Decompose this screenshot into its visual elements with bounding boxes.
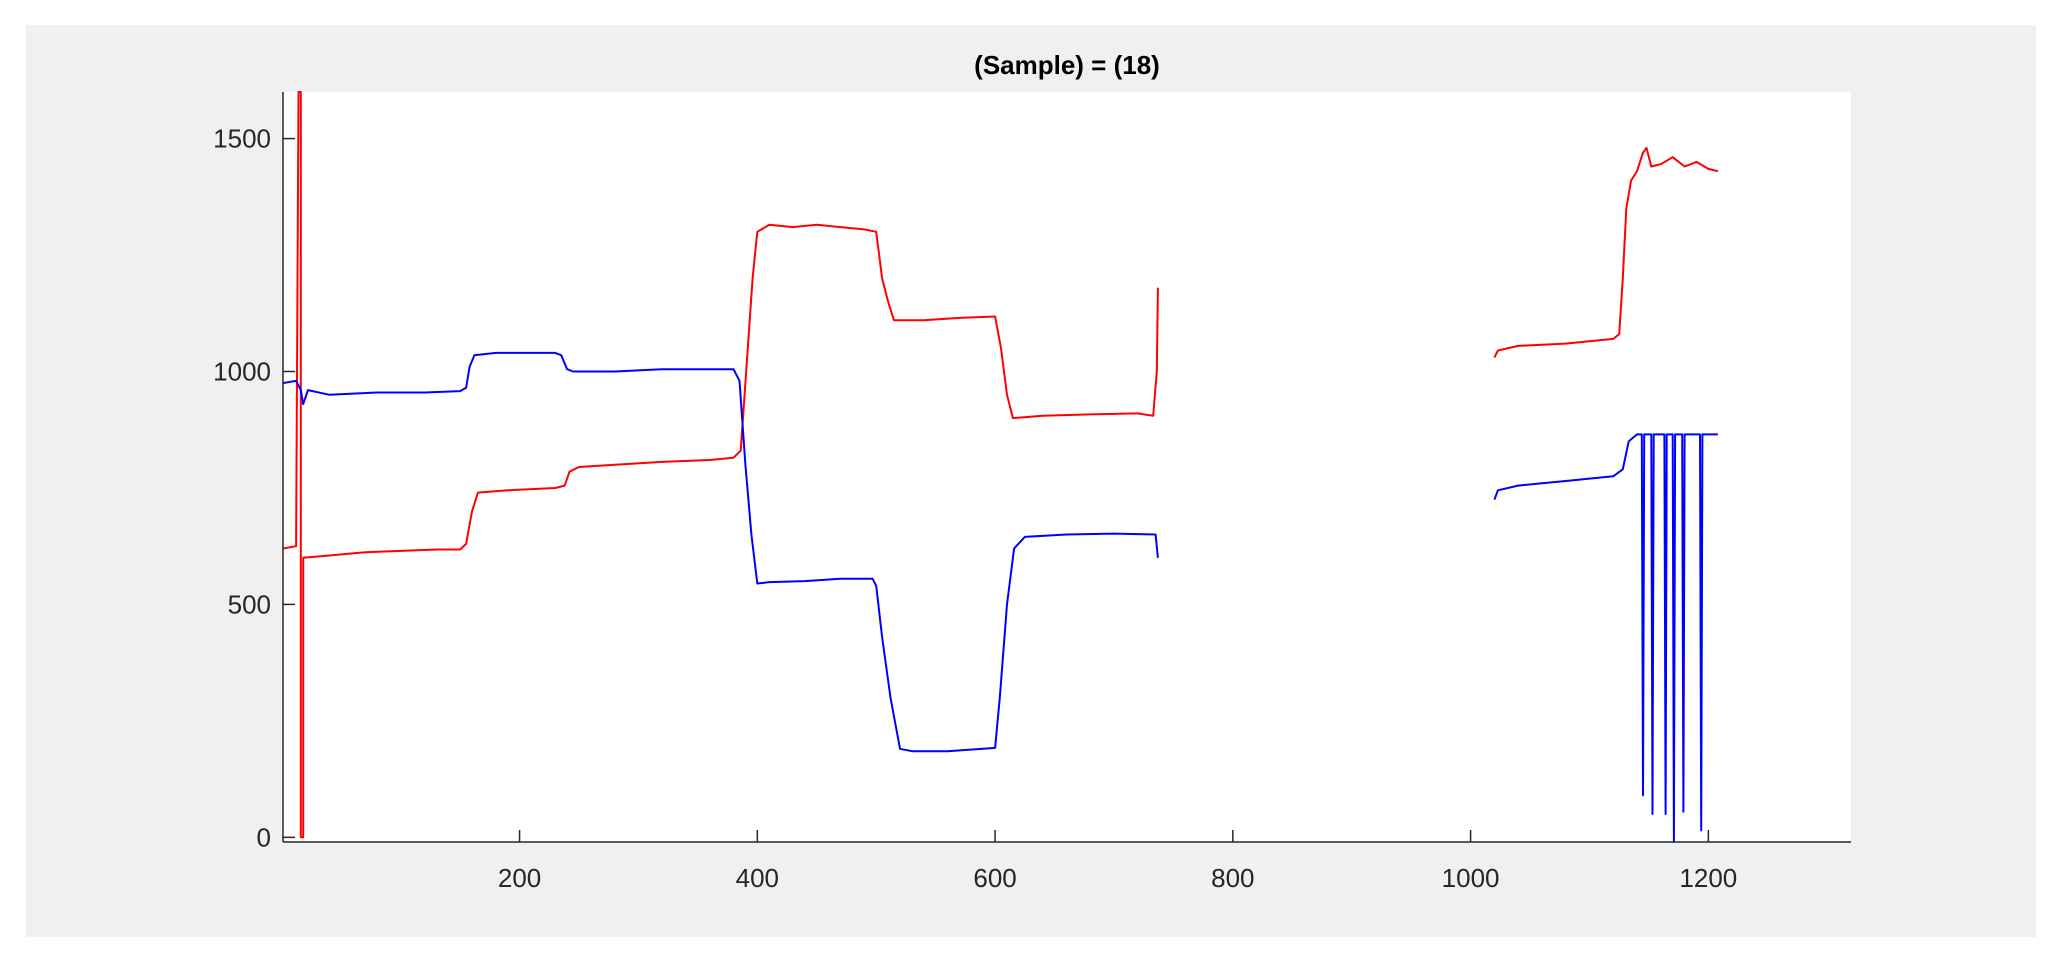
series-2-line-segment-2 <box>1493 433 1718 843</box>
y-tick-label-1000: 1000 <box>213 357 271 387</box>
series-2-line-segment-1 <box>282 351 1159 753</box>
x-tick-label-600: 600 <box>973 863 1016 893</box>
y-tick-label-500: 500 <box>228 589 271 619</box>
x-tick-label-800: 800 <box>1211 863 1254 893</box>
x-tick-label-1000: 1000 <box>1442 863 1500 893</box>
x-tick-label-400: 400 <box>736 863 779 893</box>
y-tick-label-0: 0 <box>257 822 271 852</box>
chart-title: (Sample) = (18) <box>974 50 1160 80</box>
x-tick-label-200: 200 <box>498 863 541 893</box>
x-tick-label-1200: 1200 <box>1679 863 1737 893</box>
axes-layer: 200 400 600 800 1000 1200 0 500 1000 1500 <box>213 92 1851 893</box>
y-tick-label-1500: 1500 <box>213 124 271 154</box>
series-layer <box>282 91 1719 843</box>
series-1-line-segment-2 <box>1493 146 1719 358</box>
series-1-line-segment-1 <box>282 91 1159 839</box>
axes-background <box>283 92 1851 842</box>
